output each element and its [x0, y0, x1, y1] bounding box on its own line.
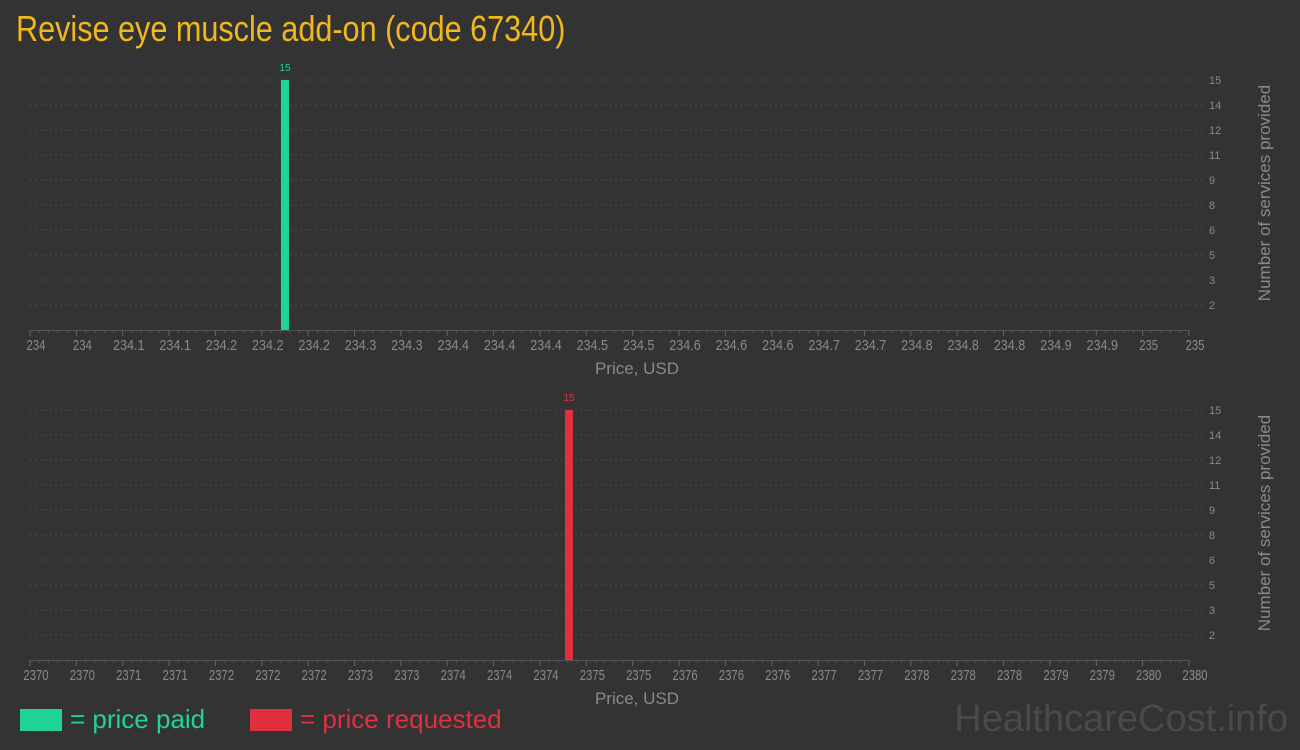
y-tick-label: 3	[1209, 605, 1215, 617]
y-tick-label: 8	[1209, 200, 1215, 212]
x-tick-label: 234.5	[577, 337, 609, 354]
x-tick-label: 2374	[487, 667, 512, 684]
y-tick-label: 15	[1209, 405, 1221, 417]
bar-value-label: 15	[279, 63, 291, 74]
y-tick-label: 3	[1209, 275, 1215, 287]
x-tick-label: 2380	[1136, 667, 1161, 684]
x-tick-label: 234.9	[1040, 337, 1072, 354]
bar	[280, 80, 289, 330]
x-tick-label: 2372	[209, 667, 234, 684]
x-axis-title: Price, USD	[595, 689, 679, 708]
x-tick-label: 234.9	[1087, 337, 1119, 354]
x-tick-label: 2372	[302, 667, 327, 684]
x-tick-label: 2377	[812, 667, 837, 684]
x-tick-label: 2376	[672, 667, 697, 684]
x-tick-label: 234.2	[252, 337, 284, 354]
y-tick-label: 5	[1209, 250, 1215, 262]
y-tick-label: 2	[1209, 630, 1215, 642]
x-tick-label: 234.4	[437, 337, 469, 354]
x-tick-label: 2376	[719, 667, 744, 684]
x-tick-label: 234.3	[345, 337, 377, 354]
legend-item-requested: = price requested	[250, 704, 502, 735]
y-tick-label: 9	[1209, 175, 1215, 187]
x-tick-label: 2378	[997, 667, 1022, 684]
x-tick-label: 235	[1139, 337, 1158, 354]
x-tick-label: 234.5	[623, 337, 655, 354]
x-tick-label: 2379	[1090, 667, 1115, 684]
x-tick-label: 234.8	[901, 337, 933, 354]
x-tick-label: 234	[27, 337, 46, 354]
y-tick-label: 15	[1209, 75, 1221, 87]
y-tick-label: 12	[1209, 455, 1221, 467]
y-tick-label: 14	[1209, 430, 1221, 442]
y-tick-label: 9	[1209, 505, 1215, 517]
x-tick-label: 2370	[70, 667, 95, 684]
x-tick-label: 2380	[1182, 667, 1207, 684]
x-tick-label: 234	[73, 337, 92, 354]
legend-item-paid: = price paid	[20, 704, 205, 735]
x-tick-label: 234.1	[159, 337, 191, 354]
x-tick-label: 2371	[116, 667, 141, 684]
legend-label-paid: = price paid	[70, 704, 206, 734]
x-tick-label: 2379	[1043, 667, 1068, 684]
legend-label-requested: = price requested	[300, 704, 502, 734]
y-axis-title: Number of services provided	[1255, 85, 1274, 301]
x-tick-label: 2378	[904, 667, 929, 684]
watermark: HealthcareCost.info	[954, 698, 1288, 740]
x-tick-label: 234.7	[855, 337, 887, 354]
y-tick-label: 12	[1209, 125, 1221, 137]
y-tick-label: 14	[1209, 100, 1221, 112]
x-tick-label: 2377	[858, 667, 883, 684]
y-tick-label: 6	[1209, 555, 1215, 567]
y-tick-label: 5	[1209, 580, 1215, 592]
x-axis-title: Price, USD	[595, 359, 679, 378]
y-tick-label: 8	[1209, 530, 1215, 542]
y-tick-label: 6	[1209, 225, 1215, 237]
x-tick-label: 2373	[394, 667, 419, 684]
bar-value-label: 15	[563, 393, 575, 404]
x-tick-label: 234.7	[808, 337, 840, 354]
x-tick-label: 234.2	[298, 337, 330, 354]
x-tick-label: 2375	[580, 667, 605, 684]
x-tick-label: 234.6	[762, 337, 794, 354]
x-tick-label: 2375	[626, 667, 651, 684]
x-tick-label: 2374	[533, 667, 558, 684]
x-tick-label: 234.1	[113, 337, 145, 354]
x-tick-label: 234.4	[530, 337, 562, 354]
y-axis-title: Number of services provided	[1255, 415, 1274, 631]
x-tick-label: 234.8	[947, 337, 979, 354]
x-tick-label: 2378	[951, 667, 976, 684]
x-tick-label: 234.2	[206, 337, 238, 354]
x-tick-label: 234.6	[716, 337, 748, 354]
y-tick-label: 11	[1209, 150, 1220, 162]
x-tick-label: 235	[1186, 337, 1205, 354]
bar	[564, 410, 573, 660]
x-tick-label: 2371	[162, 667, 187, 684]
x-tick-label: 234.6	[669, 337, 701, 354]
page-title: Revise eye muscle add-on (code 67340)	[16, 8, 566, 49]
x-tick-label: 2372	[255, 667, 280, 684]
legend-swatch-paid	[20, 708, 62, 731]
x-tick-label: 2376	[765, 667, 790, 684]
legend-swatch-requested	[250, 708, 292, 731]
x-tick-label: 234.8	[994, 337, 1026, 354]
x-tick-label: 2374	[441, 667, 466, 684]
y-tick-label: 2	[1209, 300, 1215, 312]
y-tick-label: 11	[1209, 480, 1220, 492]
x-tick-label: 234.4	[484, 337, 516, 354]
x-tick-label: 234.3	[391, 337, 423, 354]
x-tick-label: 2370	[23, 667, 48, 684]
x-tick-label: 2373	[348, 667, 373, 684]
